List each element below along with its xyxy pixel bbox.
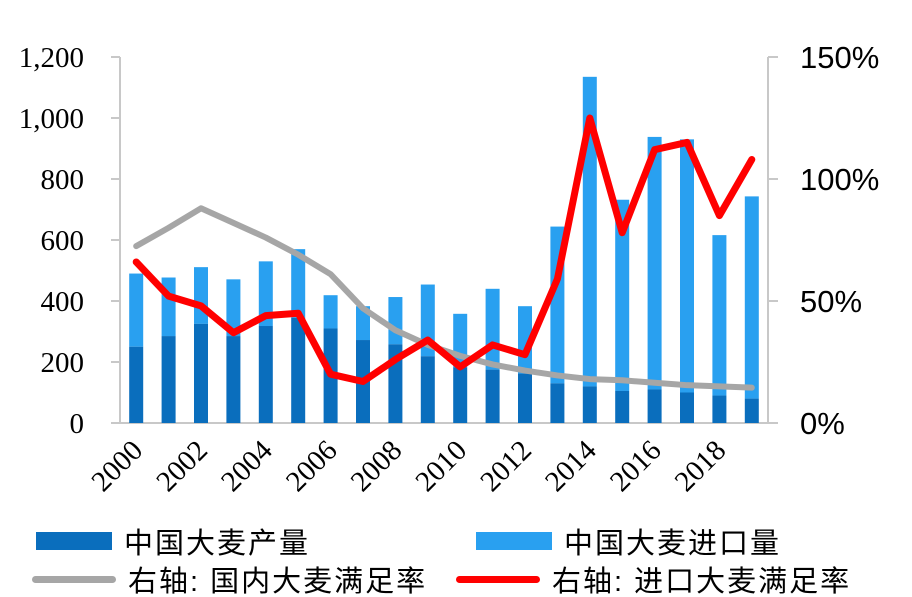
legend-item-import-rate: 右轴: 进口大麦满足率 (456, 562, 851, 597)
x-axis-tick-label: 2018 (669, 434, 733, 498)
x-axis-tick-label: 2000 (86, 434, 150, 498)
legend-item-production: 中国大麦产量 (36, 524, 310, 560)
production-bar-segment (129, 346, 144, 423)
x-axis-tick-label: 2014 (539, 434, 603, 498)
imports-bar-segment (388, 297, 403, 345)
imports-bar-swatch (476, 532, 552, 550)
imports-bar-segment (615, 199, 630, 391)
production-bar-segment (712, 395, 727, 423)
production-bar-segment (453, 367, 468, 423)
imports-bar-segment (129, 273, 144, 347)
legend-item-imports: 中国大麦进口量 (476, 524, 781, 560)
left-axis-tick-label: 1,000 (19, 103, 84, 135)
imports-bar-segment (356, 306, 370, 341)
production-bar-segment (550, 383, 565, 423)
x-axis-tick-label: 2016 (604, 434, 668, 498)
imports-bar-segment (582, 76, 597, 387)
imports-bar-segment (485, 288, 500, 370)
imports-bar-segment (680, 139, 694, 393)
left-axis-tick-label: 800 (41, 164, 85, 196)
production-bar-segment (615, 390, 630, 423)
legend-label-imports: 中国大麦进口量 (564, 528, 782, 560)
x-axis-tick-label: 2010 (410, 434, 474, 498)
right-axis-tick-label: 50% (800, 284, 862, 319)
left-axis-tick-label: 400 (41, 286, 85, 318)
x-axis-tick-label: 2004 (215, 434, 279, 498)
imports-bar-segment (194, 267, 208, 324)
left-axis-tick-label: 1,200 (19, 42, 84, 74)
imports-bar-segment (323, 295, 338, 329)
imports-bar-segment (291, 249, 306, 318)
production-bar-segment (226, 336, 241, 423)
x-axis-tick-label: 2006 (280, 434, 344, 498)
x-axis-tick-label: 2002 (150, 434, 214, 498)
production-bar-segment (680, 392, 694, 423)
left-axis-tick-label: 200 (41, 347, 85, 379)
right-axis-tick-label: 100% (800, 162, 879, 197)
import-rate-line-swatch (456, 575, 540, 583)
imports-bar-segment (226, 279, 241, 337)
legend-label-production: 中国大麦产量 (124, 528, 311, 560)
imports-bar-segment (712, 235, 727, 396)
x-axis-tick-label: 2008 (345, 434, 409, 498)
production-bar-segment (258, 326, 273, 423)
chart-legend: 中国大麦产量 中国大麦进口量 右轴: 国内大麦满足率 右轴: 进口大麦满足率 (0, 516, 912, 597)
production-bar-segment (582, 386, 597, 423)
legend-label-import-rate: 右轴: 进口大麦满足率 (552, 566, 852, 597)
x-axis-tick-label: 2012 (474, 434, 538, 498)
imports-bar-segment (647, 136, 662, 390)
left-axis-tick-label: 0 (70, 408, 85, 440)
production-bar-segment (161, 336, 176, 423)
imports-bar-segment (258, 261, 273, 327)
production-bar-segment (291, 317, 306, 423)
production-bar-segment (194, 323, 208, 423)
right-axis-tick-label: 0% (800, 406, 845, 441)
production-bar-segment (744, 398, 759, 423)
production-bar-segment (485, 369, 500, 423)
left-axis-tick-label: 600 (41, 225, 85, 257)
domestic-rate-line-swatch (32, 575, 116, 583)
imports-bar-segment (744, 196, 759, 399)
legend-label-domestic-rate: 右轴: 国内大麦满足率 (128, 566, 428, 597)
production-bar-swatch (36, 532, 112, 550)
legend-item-domestic-rate: 右轴: 国内大麦满足率 (32, 562, 427, 597)
production-bar-segment (420, 356, 435, 423)
production-bar-segment (647, 389, 662, 423)
production-bar-segment (518, 373, 532, 423)
chart-plot-svg: 0 200 400 600 800 1,000 1,200 0% 50% 100% 150% 2000… (19, 40, 880, 498)
import-rate-line (132, 114, 756, 386)
right-axis-tick-label: 150% (800, 40, 879, 75)
